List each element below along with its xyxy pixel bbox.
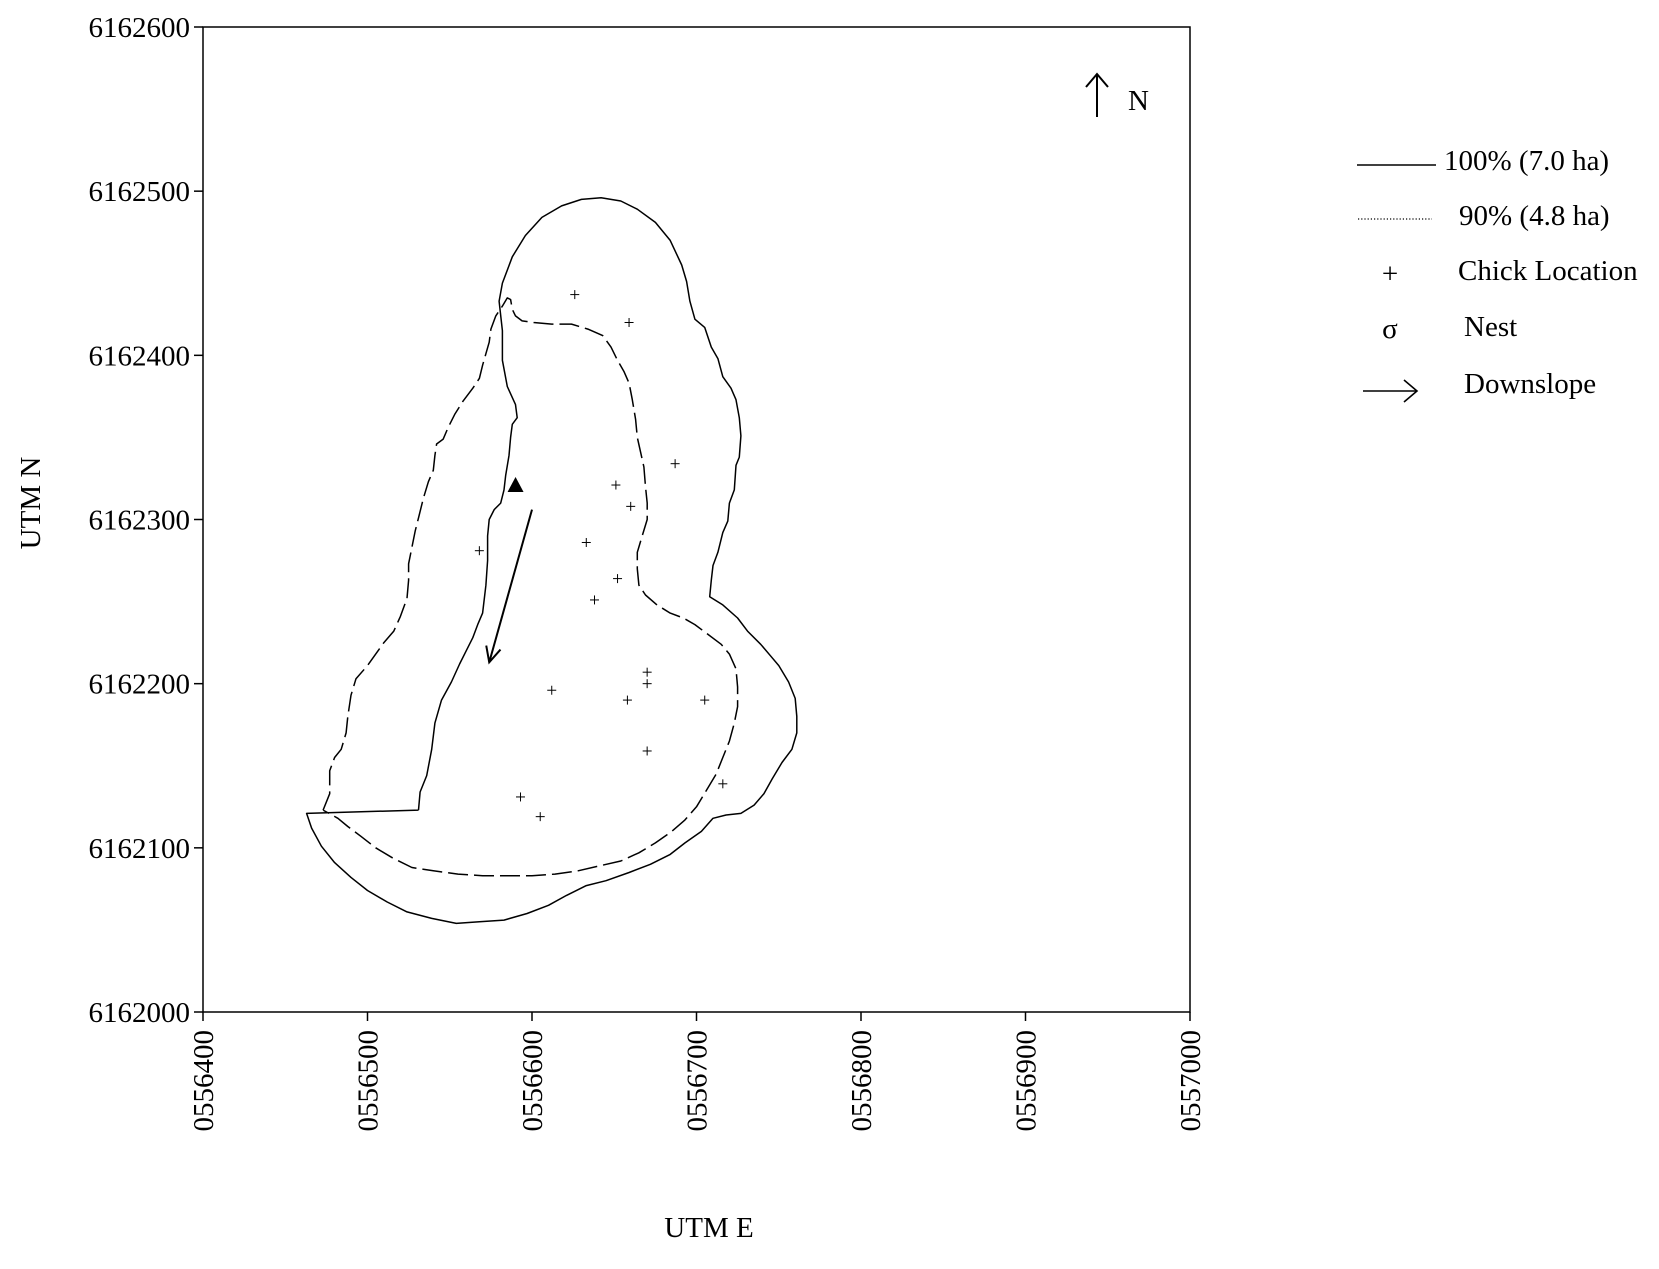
plot-border	[202, 26, 1191, 1013]
chick-point-13	[700, 695, 710, 705]
x-tick-label-6: 0557000	[1175, 1030, 1207, 1132]
north-label: N	[1128, 85, 1149, 117]
chick-point-14	[642, 746, 652, 756]
legend-label-nest: Nest	[1464, 311, 1517, 343]
chick-point-11	[642, 667, 652, 677]
x-axis-title: UTM E	[664, 1212, 753, 1244]
chick-locations	[474, 290, 728, 822]
y-tick-label-1: 6162100	[89, 833, 191, 865]
x-tick-label-2: 0556600	[517, 1030, 549, 1132]
x-tick-label-5: 0556900	[1011, 1030, 1043, 1132]
legend-label-90: 90% (4.8 ha)	[1459, 200, 1610, 232]
y-axis-title: UTM N	[15, 457, 47, 550]
nest-marker	[507, 477, 524, 493]
x-tick-label-1: 0556500	[353, 1030, 385, 1132]
chick-point-6	[590, 595, 600, 605]
chick-point-15	[718, 779, 728, 789]
chick-point-2	[611, 480, 621, 490]
chick-point-4	[581, 537, 591, 547]
legend-label-downslope: Downslope	[1464, 368, 1596, 400]
chick-point-9	[547, 685, 557, 695]
legend: 100% (7.0 ha) 90% (4.8 ha) + Chick Locat…	[1357, 145, 1638, 403]
downslope-layer	[485, 509, 533, 665]
legend-symbol-arrow	[1363, 379, 1419, 403]
nest-layer	[507, 477, 524, 493]
legend-symbol-nest: σ	[1382, 313, 1398, 345]
y-tick-label-4: 6162400	[89, 340, 191, 372]
chick-point-5	[613, 574, 623, 584]
chick-point-0	[570, 290, 580, 300]
north-arrow-head	[1085, 72, 1109, 88]
legend-label-100: 100% (7.0 ha)	[1444, 145, 1609, 177]
home-range-contours	[305, 196, 798, 925]
chick-point-16	[515, 792, 525, 802]
chick-point-7	[670, 459, 680, 469]
contour-contour_90	[322, 297, 739, 877]
north-arrow: N	[1085, 72, 1149, 117]
chick-point-10	[622, 695, 632, 705]
downslope-arrow-shaft	[488, 509, 533, 663]
y-tick-label-3: 6162300	[89, 505, 191, 537]
y-tick-label-6: 6162600	[89, 12, 191, 44]
x-tick-label-3: 0556700	[682, 1030, 714, 1132]
axis-ticks: 0556400 0556500 0556600 0556700 0556800 05569…	[89, 12, 1208, 1132]
plot-frame	[202, 26, 1191, 1013]
y-tick-label-2: 6162200	[89, 669, 191, 701]
chick-point-17	[535, 812, 545, 822]
chick-point-3	[626, 501, 636, 511]
chick-point-1	[624, 318, 634, 327]
contour-contour_100	[305, 196, 798, 925]
legend-label-chick: Chick Location	[1458, 255, 1638, 287]
y-tick-label-5: 6162500	[89, 176, 191, 208]
y-tick-label-0: 6162000	[89, 997, 191, 1029]
x-tick-label-0: 0556400	[188, 1030, 220, 1132]
legend-symbol-plus: +	[1382, 258, 1398, 290]
downslope-arrow-head	[485, 645, 502, 665]
chick-point-8	[474, 546, 484, 556]
x-tick-label-4: 0556800	[846, 1030, 878, 1132]
chick-point-12	[642, 679, 652, 689]
